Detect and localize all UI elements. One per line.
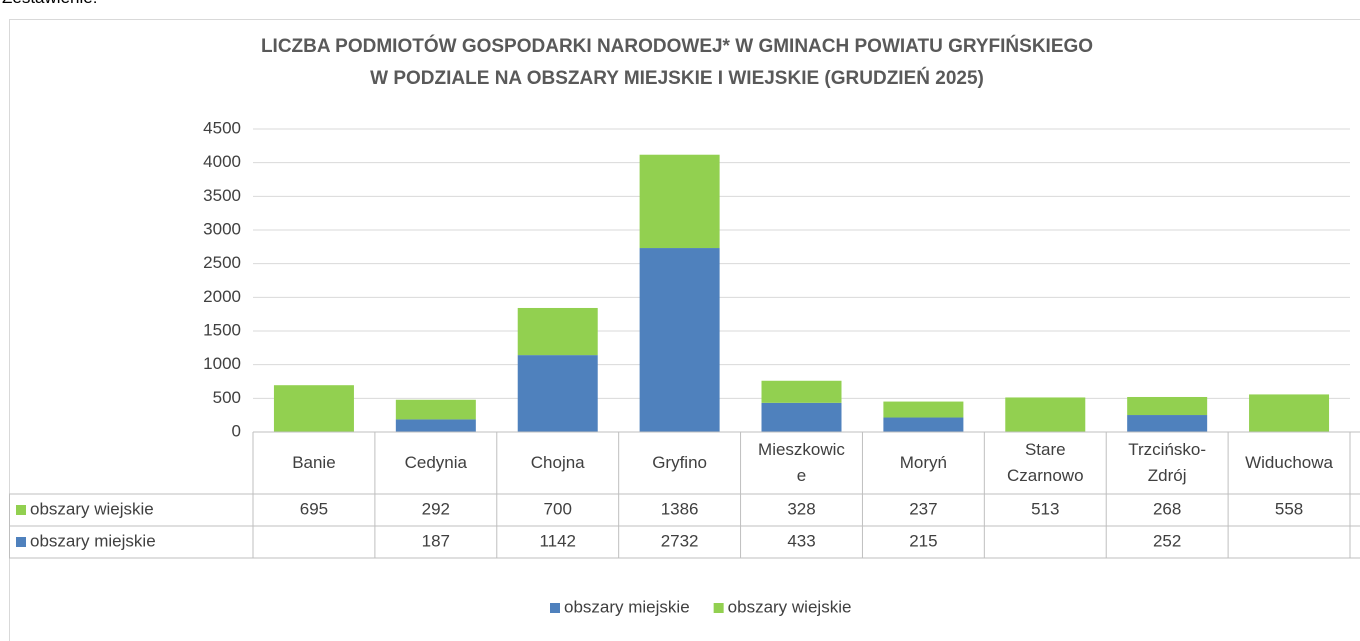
y-tick-label: 2500 xyxy=(203,253,241,272)
y-tick-label: 3000 xyxy=(203,219,241,238)
bar-segment xyxy=(1127,396,1208,416)
row-label: obszary miejskie xyxy=(30,531,156,550)
legend-key xyxy=(713,603,724,613)
chart-title: W PODZIALE NA OBSZARY MIEJSKIE I WIEJSKI… xyxy=(370,67,984,89)
category-label: Widuchowa xyxy=(1245,453,1333,472)
y-tick-label: 1500 xyxy=(203,320,241,339)
bar-segment xyxy=(517,355,598,432)
y-tick-label: 4000 xyxy=(203,152,241,171)
bar-segment xyxy=(639,248,720,432)
row-label: obszary wiejskie xyxy=(30,499,154,518)
bar-segment xyxy=(761,402,842,432)
bar-segment xyxy=(639,154,720,249)
y-tick-label: 3500 xyxy=(203,186,241,205)
bar-segment xyxy=(1005,397,1086,432)
chart-title: LICZBA PODMIOTÓW GOSPODARKI NARODOWEJ* W… xyxy=(261,35,1093,57)
category-label: Gryfino xyxy=(652,453,707,472)
table-value: 215 xyxy=(909,531,937,550)
table-value: 237 xyxy=(909,499,937,518)
table-value: 268 xyxy=(1153,499,1181,518)
bar-segment xyxy=(517,307,598,356)
y-tick-label: 1000 xyxy=(203,354,241,373)
table-value: 187 xyxy=(422,531,450,550)
category-label: Stare Czarnowo xyxy=(1006,440,1084,485)
bar-segment xyxy=(395,419,476,432)
legend-label: obszary wiejskie xyxy=(728,597,852,616)
legend-label: obszary miejskie xyxy=(564,597,690,616)
y-tick-label: 2000 xyxy=(203,287,241,306)
table-value: 1142 xyxy=(539,531,576,550)
table-value: 292 xyxy=(422,499,450,518)
bar-segment xyxy=(883,401,964,418)
table-value: 1386 xyxy=(661,499,699,518)
bar-segment xyxy=(1127,415,1208,432)
table-value: 2732 xyxy=(661,531,699,550)
y-tick-label: 4500 xyxy=(203,118,241,137)
bar-segment xyxy=(1249,394,1330,432)
bar-segment xyxy=(273,385,354,432)
y-tick-label: 0 xyxy=(232,421,241,440)
table-value: 328 xyxy=(787,499,815,518)
table-value: 700 xyxy=(544,499,572,518)
category-label: Banie xyxy=(292,453,336,472)
category-label: Trzcińsko-Zdrój xyxy=(1128,440,1207,485)
legend-key xyxy=(550,603,560,613)
table-value: 433 xyxy=(787,531,815,550)
legend-key xyxy=(16,537,26,547)
category-label: Mieszkowice xyxy=(758,440,845,485)
table-value: 252 xyxy=(1153,531,1181,550)
bar-segment xyxy=(883,417,964,432)
category-label: Cedynia xyxy=(404,453,467,472)
bar-segment xyxy=(761,380,842,403)
bar-segment xyxy=(395,399,476,420)
table-value: 695 xyxy=(300,499,328,518)
table-value: 558 xyxy=(1275,499,1303,518)
category-label: Chojna xyxy=(530,453,585,472)
table-value: 513 xyxy=(1031,499,1059,518)
legend-key xyxy=(16,505,26,515)
y-tick-label: 500 xyxy=(213,388,241,407)
heading: Zestawienie: xyxy=(2,0,97,8)
category-label: Moryń xyxy=(899,453,947,472)
